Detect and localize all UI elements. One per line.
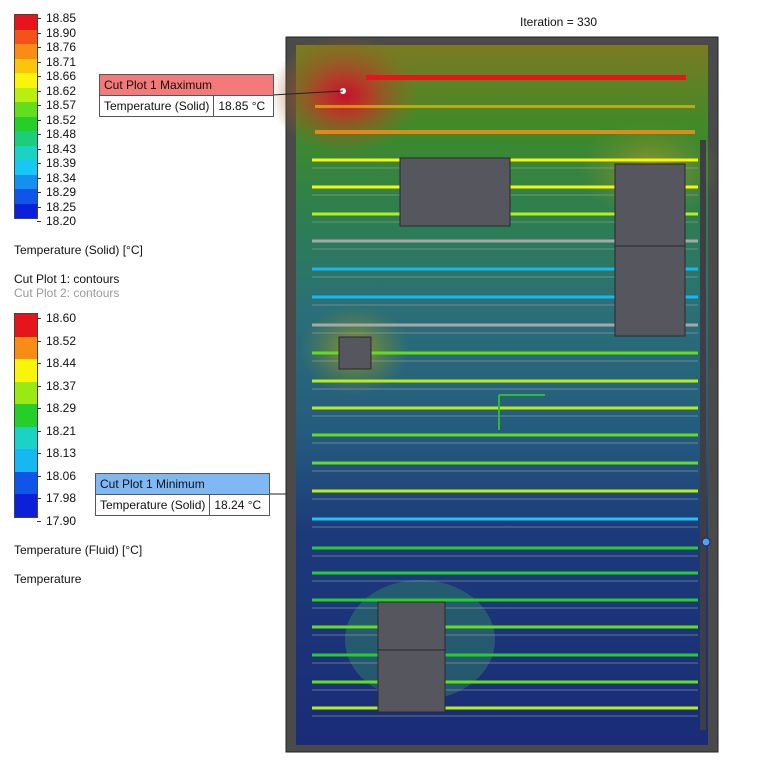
cut-plot-max-callout: Cut Plot 1 Maximum Temperature (Solid) 1… [99, 74, 274, 117]
legend-footer: Temperature [14, 572, 82, 586]
scale-tick-label: 18.85 [46, 11, 77, 25]
hot-spot-contour [270, 35, 420, 155]
scale-cell [15, 131, 37, 146]
scale-cell [15, 29, 37, 44]
scale-tick-label: 18.43 [46, 141, 77, 156]
scale-tick-label: 18.66 [46, 69, 77, 83]
top-heat-rail [366, 75, 686, 80]
cut-plot-max-title: Cut Plot 1 Maximum [100, 75, 273, 96]
scale-tick-label: 17.90 [46, 513, 77, 528]
component-block-top [399, 157, 511, 227]
scale-cell [15, 359, 37, 382]
scale-cell [15, 15, 37, 30]
scale-tick-label: 18.20 [46, 214, 77, 228]
scale-cell [15, 160, 37, 175]
min-value: 18.24 °C [214, 498, 262, 512]
scale-cell [15, 145, 37, 160]
scale-tick-label: 18.76 [46, 40, 77, 54]
scale-cell [15, 314, 37, 337]
scale-cell [15, 404, 37, 427]
scale-tick-label: 18.06 [46, 468, 77, 483]
scale-cell [15, 102, 37, 117]
solid-scale-title: Temperature (Solid) [°C] [14, 243, 143, 257]
scale-cell [15, 73, 37, 88]
scale-tick-label: 18.57 [46, 98, 77, 112]
scale-cell [15, 471, 37, 494]
scale-cell [15, 426, 37, 449]
component-block-bottom [377, 601, 446, 713]
scale-tick-label: 18.62 [46, 83, 77, 98]
scale-cell [15, 203, 37, 218]
cut-plot-2-label: Cut Plot 2: contours [14, 286, 120, 300]
probe-point[interactable] [701, 537, 711, 547]
scale-tick-label: 18.29 [46, 185, 77, 199]
min-param-label: Temperature (Solid) [96, 495, 211, 515]
scale-tick-label: 18.60 [46, 311, 77, 325]
scale-tick-label: 18.29 [46, 401, 77, 415]
component-block-small [338, 336, 372, 370]
scale-tick-label: 18.25 [46, 199, 77, 214]
scale-tick-label: 18.52 [46, 333, 77, 348]
scale-cell [15, 449, 37, 472]
scale-tick-label: 17.98 [46, 491, 77, 505]
scale-tick-label: 18.39 [46, 156, 77, 170]
scale-tick-label: 18.37 [46, 378, 77, 393]
cut-plot-min-callout: Cut Plot 1 Minimum Temperature (Solid) 1… [95, 473, 270, 516]
scale-cell [15, 174, 37, 189]
scale-tick-label: 18.13 [46, 446, 77, 460]
scale-tick-label: 18.34 [46, 170, 77, 185]
scale-tick-label: 18.21 [46, 423, 77, 438]
max-param-label: Temperature (Solid) [100, 96, 215, 116]
fluid-scale-title: Temperature (Fluid) [°C] [14, 543, 143, 557]
fluid-temperature-color-scale [14, 313, 38, 518]
iteration-label: Iteration = 330 [520, 15, 598, 29]
component-block-right [614, 163, 686, 337]
scale-cell [15, 494, 37, 517]
scale-tick-label: 18.44 [46, 356, 77, 370]
scale-cell [15, 44, 37, 59]
scale-tick-label: 18.71 [46, 54, 77, 69]
scale-cell [15, 58, 37, 73]
scale-cell [15, 189, 37, 204]
scale-cell [15, 336, 37, 359]
scale-cell [15, 87, 37, 102]
scale-tick-label: 18.90 [46, 25, 77, 40]
scale-tick-label: 18.48 [46, 127, 77, 141]
scale-cell [15, 381, 37, 404]
max-value: 18.85 °C [218, 99, 266, 113]
cut-plot-1-label: Cut Plot 1: contours [14, 272, 120, 286]
solid-temperature-color-scale [14, 14, 38, 219]
scale-cell [15, 116, 37, 131]
cut-plot-min-title: Cut Plot 1 Minimum [96, 474, 269, 495]
scale-tick-label: 18.52 [46, 112, 77, 127]
